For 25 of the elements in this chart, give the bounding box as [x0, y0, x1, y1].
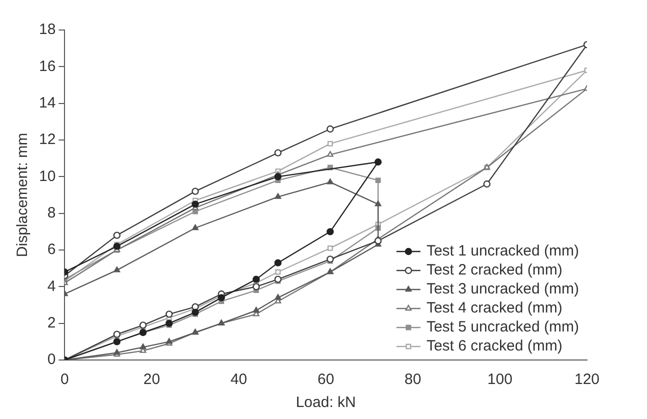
legend-label: Test 1 uncracked (mm): [426, 242, 580, 260]
legend-label: Test 4 cracked (mm): [426, 300, 562, 317]
legend-label: Test 6 cracked (mm): [426, 338, 562, 355]
y-tick-label: 6: [47, 241, 56, 258]
x-tick-label: 0: [60, 371, 69, 388]
legend-label: Test 3 uncracked (mm): [426, 280, 580, 298]
y-tick-label: 2: [47, 314, 56, 332]
legend-label: Test 5 uncracked (mm): [426, 318, 580, 336]
y-tick-label: 4: [47, 278, 56, 295]
y-axis-title: Displacement: mm: [14, 132, 32, 258]
x-tick-label: 80: [404, 371, 422, 388]
x-tick-label: 60: [318, 371, 334, 388]
x-tick-label: 40: [230, 371, 248, 388]
x-tick-label: 100: [487, 371, 512, 388]
y-tick-label: 10: [38, 168, 56, 185]
y-tick-label: 0: [47, 351, 56, 368]
x-tick-label: 120: [574, 371, 600, 388]
legend-label: Test 2 cracked (mm): [426, 262, 562, 279]
y-tick-label: 12: [38, 131, 56, 148]
x-tick-label: 20: [143, 371, 160, 388]
x-axis-title: Load: kN: [296, 394, 356, 412]
y-tick-label: 14: [38, 94, 56, 112]
y-tick-label: 8: [47, 204, 56, 222]
y-tick-label: 16: [38, 58, 56, 75]
y-tick-label: 18: [38, 21, 56, 38]
